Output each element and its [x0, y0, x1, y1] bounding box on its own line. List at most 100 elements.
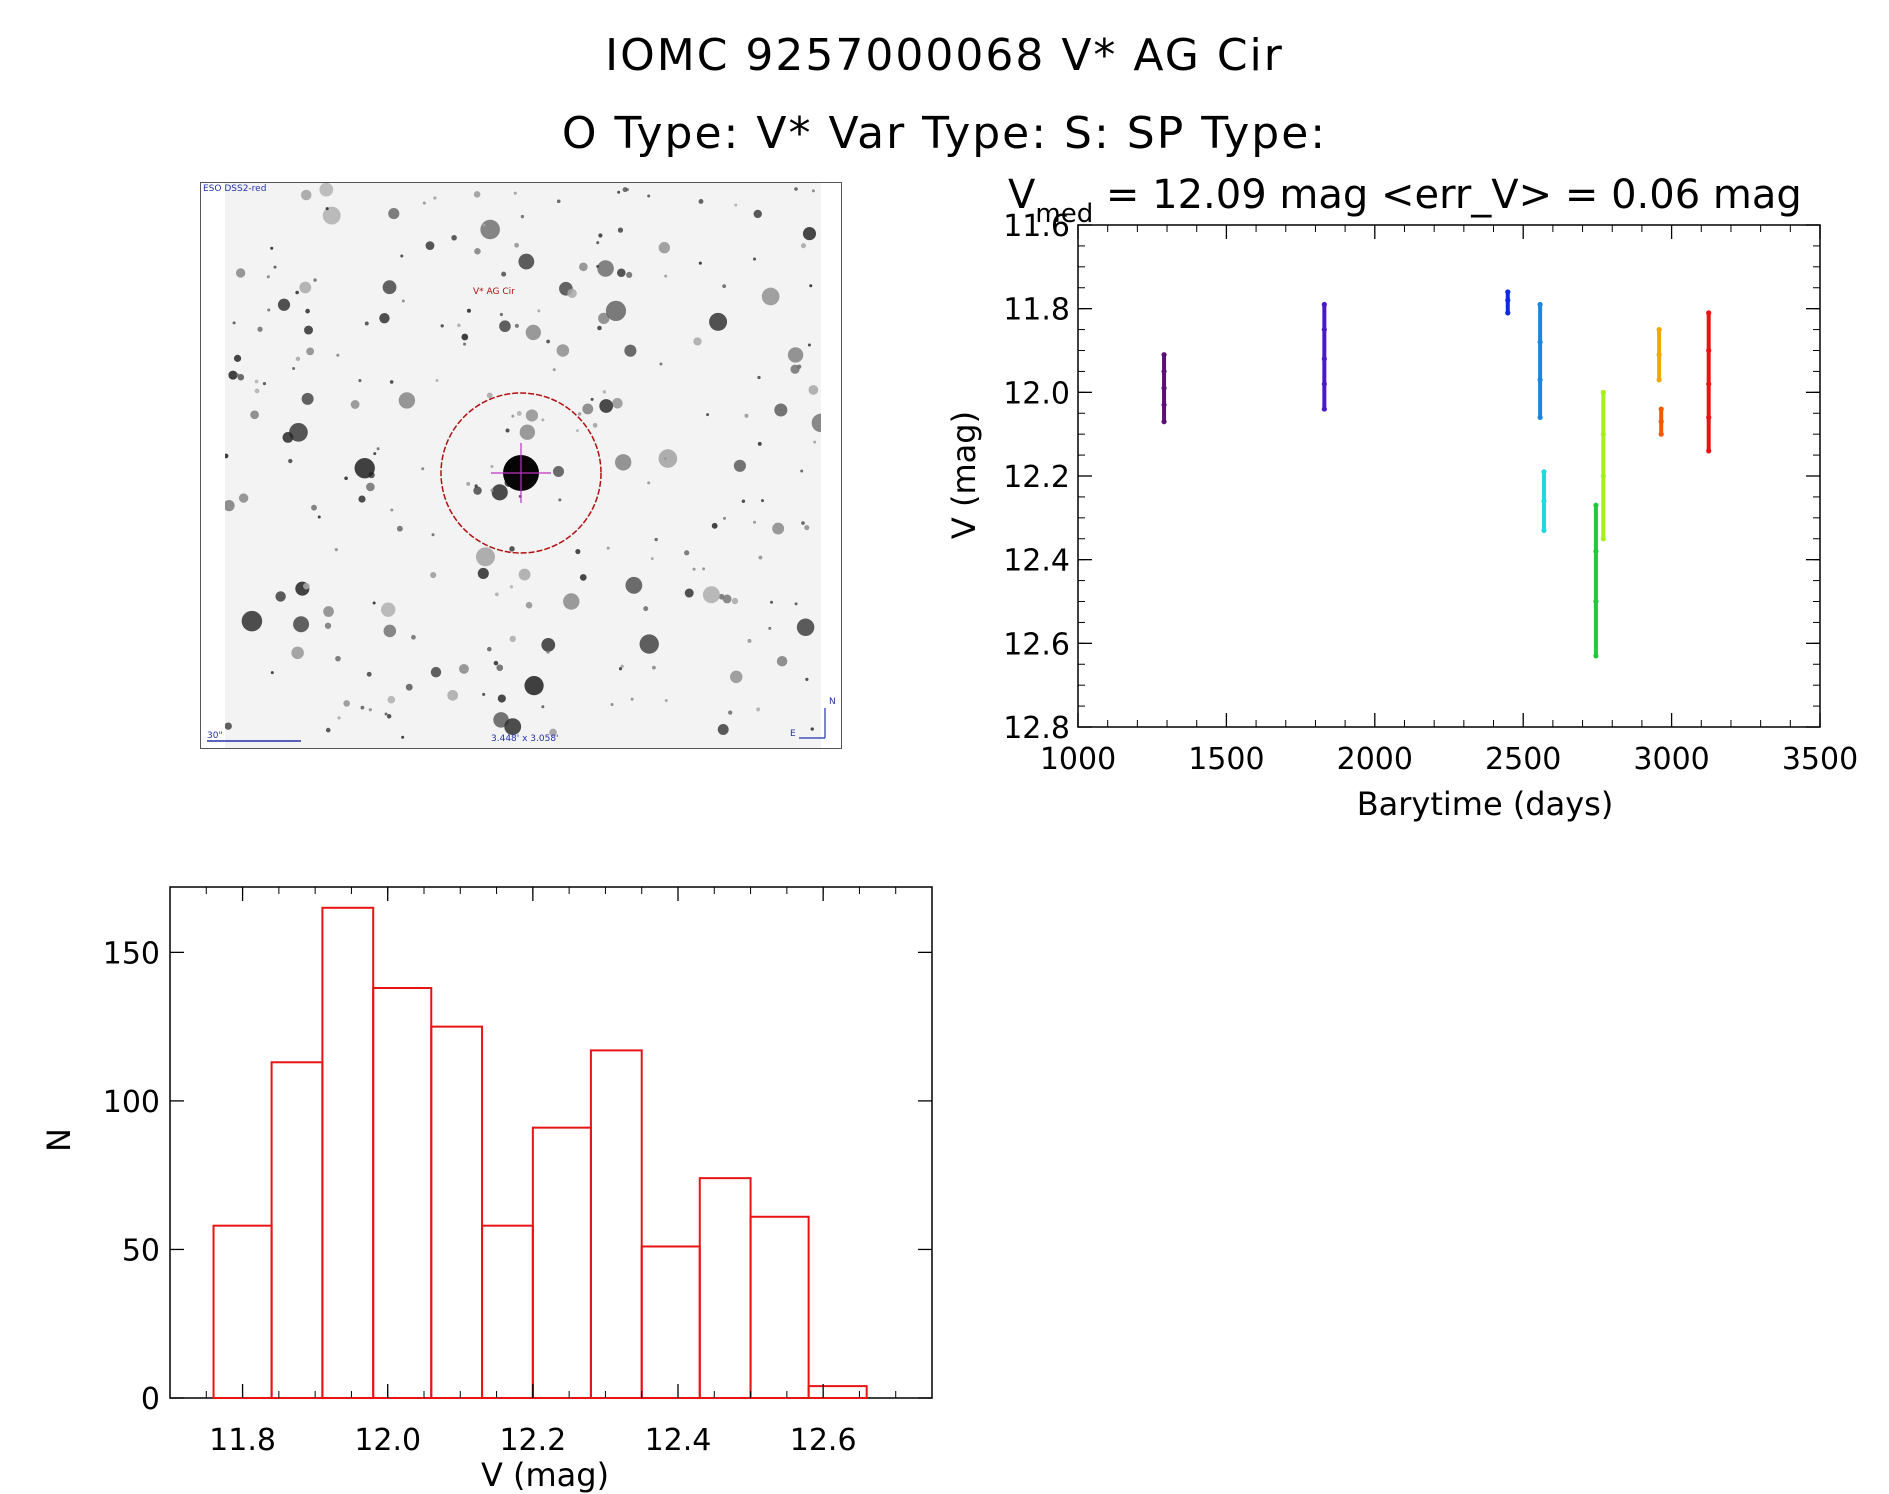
- star: [549, 728, 557, 737]
- star: [519, 424, 536, 440]
- scale-label: 30": [207, 731, 223, 741]
- star: [322, 206, 341, 225]
- lightcurve-point: [1706, 310, 1712, 316]
- star: [813, 440, 817, 444]
- star: [334, 548, 338, 552]
- svg-text:Vmed = 12.09 mag <err_V> = 0.0: Vmed = 12.09 mag <err_V> = 0.06 mag: [1008, 172, 1802, 229]
- star: [800, 469, 804, 473]
- lightcurve-point: [1161, 419, 1167, 425]
- star: [794, 602, 798, 606]
- lightcurve-point: [1706, 448, 1712, 454]
- lightcurve-point: [1541, 527, 1547, 533]
- histogram-bar: [430, 1025, 484, 1399]
- star: [486, 392, 493, 399]
- lightcurve-point: [1600, 389, 1606, 395]
- star: [647, 481, 651, 485]
- star: [796, 618, 815, 637]
- star: [805, 677, 809, 682]
- histogram-bar: [481, 1224, 534, 1399]
- lightcurve-point: [1706, 414, 1712, 421]
- star: [518, 568, 531, 581]
- star: [497, 694, 506, 703]
- star: [270, 246, 274, 250]
- star: [744, 413, 749, 418]
- star: [618, 667, 623, 671]
- star: [518, 253, 535, 270]
- histogram-bar: [640, 1245, 701, 1399]
- fov-label: 3.448' x 3.058': [491, 734, 559, 744]
- star: [474, 247, 481, 255]
- star: [398, 392, 416, 409]
- star: [520, 214, 525, 219]
- star: [590, 397, 594, 401]
- star: [350, 400, 360, 409]
- star: [273, 265, 277, 269]
- star: [801, 521, 805, 525]
- star: [411, 634, 416, 640]
- star: [810, 727, 814, 731]
- lightcurve-point: [1161, 402, 1167, 408]
- lightcurve-point: [1658, 406, 1664, 412]
- star: [291, 646, 304, 660]
- star: [480, 219, 500, 240]
- star: [304, 325, 313, 335]
- star: [711, 522, 718, 529]
- star: [237, 373, 245, 381]
- star: [575, 548, 581, 555]
- lightcurve-point: [1321, 356, 1327, 362]
- star: [289, 422, 308, 442]
- star: [582, 403, 594, 415]
- star: [602, 390, 607, 394]
- star: [525, 324, 541, 341]
- star: [556, 344, 570, 357]
- star: [772, 522, 785, 535]
- y-tick-label: 12.8: [1003, 711, 1070, 746]
- star: [787, 347, 804, 363]
- star: [364, 321, 369, 326]
- left-margin: [201, 183, 225, 748]
- star: [335, 655, 341, 662]
- lightcurve-point: [1505, 289, 1511, 295]
- star: [277, 298, 291, 311]
- lightcurve-point: [1600, 431, 1606, 437]
- lightcurve-point: [1321, 381, 1327, 387]
- star: [577, 412, 582, 416]
- y-tick-label: 11.8: [1003, 293, 1070, 328]
- star: [654, 537, 658, 542]
- star: [800, 243, 807, 249]
- star: [643, 606, 649, 612]
- star: [343, 700, 351, 707]
- star: [499, 320, 511, 333]
- lightcurve-point: [1537, 301, 1543, 308]
- x-tick-label: 3500: [1782, 742, 1858, 777]
- star: [730, 670, 743, 684]
- star: [541, 638, 556, 652]
- star: [541, 705, 545, 709]
- star: [659, 362, 663, 366]
- lightcurve-point: [1600, 473, 1606, 479]
- star: [401, 299, 405, 303]
- lightcurve-point: [1161, 352, 1167, 358]
- x-tick-label: 11.8: [209, 1423, 276, 1458]
- star: [257, 326, 263, 332]
- star: [702, 567, 706, 571]
- star: [358, 495, 366, 503]
- star: [366, 671, 372, 677]
- star: [295, 356, 301, 362]
- y-tick-label: 11.6: [1003, 209, 1070, 244]
- y-tick-label: 150: [103, 936, 160, 971]
- star: [509, 546, 515, 552]
- star: [541, 418, 545, 422]
- star: [525, 601, 533, 609]
- star: [473, 486, 482, 495]
- star: [358, 379, 362, 383]
- star: [389, 380, 394, 384]
- x-tick-label: 2000: [1337, 742, 1413, 777]
- y-tick-label: 12.4: [1003, 544, 1070, 579]
- lightcurve-point: [1593, 653, 1599, 659]
- star: [457, 323, 461, 328]
- star: [379, 312, 390, 324]
- star: [430, 571, 437, 579]
- star: [224, 722, 232, 730]
- star: [794, 187, 798, 191]
